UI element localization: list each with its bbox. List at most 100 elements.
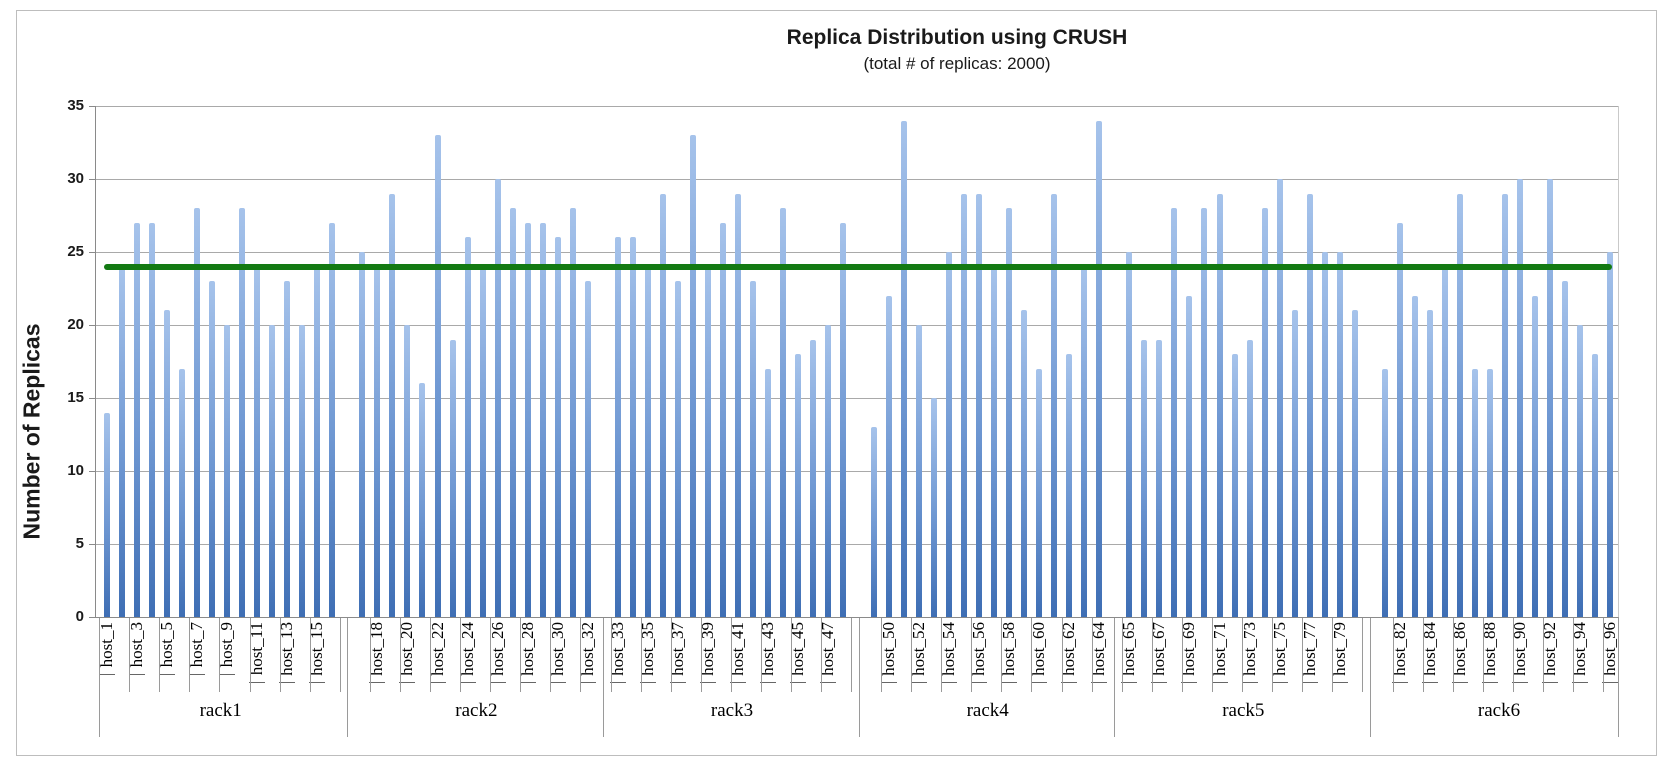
x-tick-label-underline [670, 682, 687, 683]
bar [404, 325, 411, 617]
bar [148, 222, 155, 617]
bar [1577, 325, 1584, 617]
host-cell-tick [1212, 617, 1214, 692]
x-tick-label-underline [399, 682, 416, 683]
host-cell-tick [159, 617, 161, 692]
rack-divider [1618, 617, 1619, 737]
bar [1351, 310, 1358, 617]
bar [554, 237, 561, 617]
x-tick-label-underline [489, 682, 506, 683]
bar [434, 135, 441, 617]
bar [945, 252, 952, 617]
host-cell-tick [1242, 617, 1244, 692]
x-tick-label-underline [1181, 682, 1198, 683]
x-tick-label-underline [279, 682, 296, 683]
rack-label: rack5 [1222, 700, 1265, 721]
y-tick-label: 30 [67, 170, 84, 187]
x-axis-line [95, 617, 1618, 618]
bar [1201, 208, 1208, 617]
bar [178, 368, 185, 617]
bar [314, 266, 321, 617]
y-axis-line [95, 106, 96, 617]
y-tick-label: 5 [75, 535, 84, 552]
bar [675, 281, 682, 617]
bar [795, 354, 802, 617]
bar [990, 266, 997, 617]
host-cell-tick [971, 617, 973, 692]
x-tick-label-underline [820, 682, 837, 683]
rack-label: rack1 [199, 700, 242, 721]
x-tick-label-underline [429, 682, 446, 683]
bar [524, 222, 531, 617]
host-cell-tick [1272, 617, 1274, 692]
y-tick-mark [89, 398, 95, 399]
host-cell-tick [1542, 617, 1544, 692]
x-tick-label: host_3 [126, 622, 146, 668]
host-cell-tick [700, 617, 702, 692]
x-tick-label-underline [1091, 682, 1108, 683]
x-tick-label-underline [1151, 682, 1168, 683]
bar [284, 281, 291, 617]
gridline [95, 398, 1618, 399]
bar [690, 135, 697, 617]
y-tick-mark [89, 544, 95, 545]
bar [885, 295, 892, 617]
host-cell-tick [1091, 617, 1093, 692]
x-tick-label-underline [1452, 682, 1469, 683]
x-tick-label-underline [910, 682, 927, 683]
bar [735, 193, 742, 617]
rack-label: rack2 [455, 700, 498, 721]
bar [630, 237, 637, 617]
x-tick-label: host_5 [156, 622, 176, 668]
host-cell-tick [1422, 617, 1424, 692]
host-cell-tick [1392, 617, 1394, 692]
host-cell-tick [1452, 617, 1454, 692]
host-cell-tick [610, 617, 612, 692]
host-cell-tick [881, 617, 883, 692]
rack-divider [99, 617, 100, 737]
x-tick-label-underline [459, 682, 476, 683]
bar [359, 252, 366, 617]
y-tick-label: 10 [67, 462, 84, 479]
y-axis-title: Number of Replicas [18, 323, 45, 540]
x-tick-label-underline [940, 682, 957, 683]
x-tick-label: host_7 [186, 622, 206, 668]
x-tick-label-underline [1392, 682, 1409, 683]
host-cell-tick [1512, 617, 1514, 692]
bar [1276, 179, 1283, 617]
x-tick-label-underline [1331, 682, 1348, 683]
chart-subtitle: (total # of replicas: 2000) [863, 54, 1051, 73]
bar [1547, 179, 1554, 617]
x-tick-label-underline [760, 682, 777, 683]
host-cell-tick [941, 617, 943, 692]
y-tick-mark [89, 617, 95, 618]
bar [975, 193, 982, 617]
bar [705, 266, 712, 617]
bar [645, 266, 652, 617]
host-cell-tick [129, 617, 131, 692]
x-tick-label-underline [218, 674, 235, 675]
x-tick-label-underline [579, 682, 596, 683]
bar [1005, 208, 1012, 617]
x-tick-label-underline [880, 682, 897, 683]
host-cell-tick [851, 617, 852, 692]
bar [750, 281, 757, 617]
bar [810, 339, 817, 617]
x-tick-label-underline [1031, 682, 1047, 683]
x-tick-label-underline [1422, 682, 1439, 683]
host-cell-tick [219, 617, 221, 692]
bar [765, 368, 772, 617]
bar [1487, 368, 1494, 617]
bar [1036, 368, 1042, 617]
bar [1171, 208, 1178, 617]
bar [1442, 266, 1449, 617]
host-cell-tick [369, 617, 371, 692]
x-tick-label-underline [610, 682, 627, 683]
bar [479, 266, 486, 617]
rack-label: rack3 [710, 700, 754, 721]
bar [569, 208, 576, 617]
bar [584, 281, 591, 617]
x-tick-label-underline [1000, 682, 1017, 683]
bar [1382, 368, 1388, 617]
host-cell-tick [339, 617, 341, 692]
